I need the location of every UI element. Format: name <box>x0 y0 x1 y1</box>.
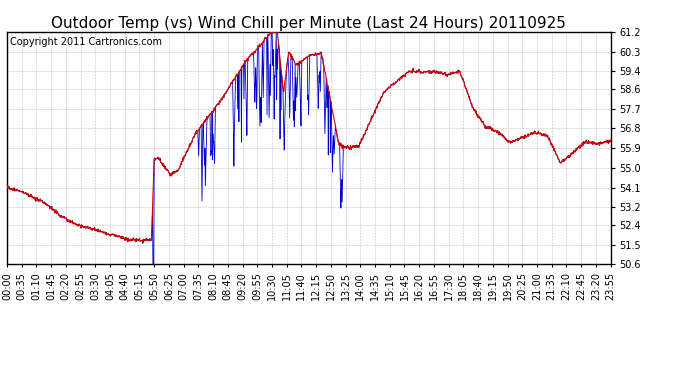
Title: Outdoor Temp (vs) Wind Chill per Minute (Last 24 Hours) 20110925: Outdoor Temp (vs) Wind Chill per Minute … <box>51 16 566 31</box>
Text: Copyright 2011 Cartronics.com: Copyright 2011 Cartronics.com <box>10 36 162 46</box>
